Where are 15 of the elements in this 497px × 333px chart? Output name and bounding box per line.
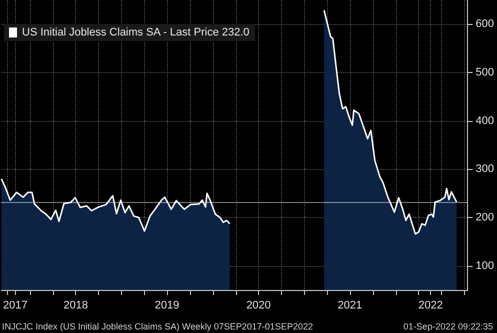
y-tick-label: 100 (476, 260, 494, 272)
x-tick-label: 2019 (154, 300, 180, 312)
y-tick-label: 200 (476, 212, 494, 224)
text: 01-Sep-2022 09:22:35 (403, 322, 494, 332)
text: INJCJC Index (US Initial Jobless Claims SA) Weekly 07SEP2017-01SEP2022 (2, 322, 313, 332)
y-tick-label: 400 (476, 114, 494, 127)
y-tick-label: 300 (476, 163, 494, 176)
x-tick-label: 2020 (246, 300, 271, 312)
x-tick-label: 2018 (63, 300, 88, 312)
x-tick-label: 2017 (2, 300, 28, 312)
y-tick-label: 600 (476, 18, 494, 30)
y-tick-label: 500 (476, 66, 494, 78)
x-tick-label: 2022 (418, 300, 443, 312)
legend-label: US Initial Jobless Claims SA - Last Price 232.0 (22, 26, 250, 38)
x-tick-label: 2021 (338, 300, 362, 312)
